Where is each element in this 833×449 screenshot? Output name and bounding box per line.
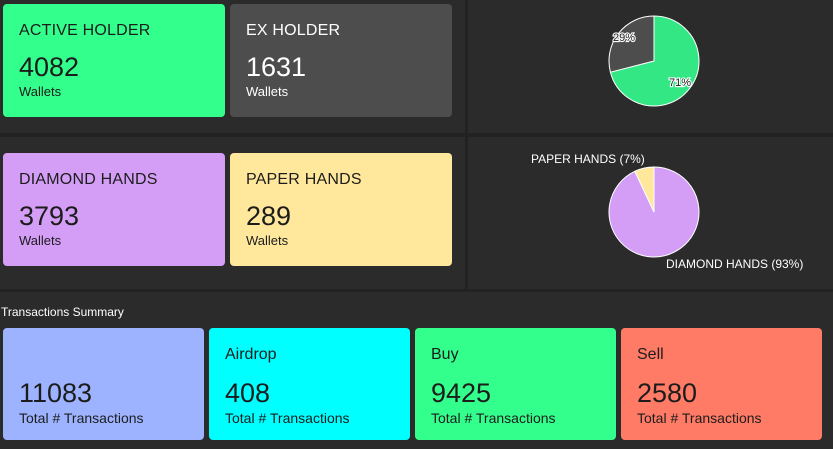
card-subtitle: Wallets <box>19 233 62 248</box>
hands-pie-chart: DIAMOND HANDS (93%) PAPER HANDS (7%) <box>531 152 803 271</box>
ex-holder-card: EX HOLDER 1631 Wallets <box>230 4 452 117</box>
card-value: 1631 <box>246 52 307 82</box>
card-value: 408 <box>225 378 271 408</box>
pie-label-active: 71% <box>669 77 691 89</box>
sell-card: Sell 2580 Total # Transactions <box>621 328 822 440</box>
card-title: DIAMOND HANDS <box>19 171 158 188</box>
card-subtitle: Total # Transactions <box>431 410 556 426</box>
card-value: 2580 <box>637 378 698 408</box>
card-value: 9425 <box>431 378 492 408</box>
buy-card: Buy 9425 Total # Transactions <box>415 328 616 440</box>
pie-label-diamond-hands: DIAMOND HANDS (93%) <box>666 257 803 271</box>
card-title: Sell <box>637 346 664 363</box>
pie-label-paper-hands: PAPER HANDS (7%) <box>531 152 645 166</box>
card-subtitle: Total # Transactions <box>637 410 762 426</box>
paper-hands-card: PAPER HANDS 289 Wallets <box>230 153 452 266</box>
card-title: Buy <box>431 346 459 363</box>
diamond-hands-card: DIAMOND HANDS 3793 Wallets <box>3 153 225 266</box>
card-subtitle: Total # Transactions <box>19 410 144 426</box>
card-value: 11083 <box>19 378 93 408</box>
pie-slice-active <box>609 15 700 107</box>
card-subtitle: Wallets <box>246 233 289 248</box>
pie-slice-ex <box>608 15 655 73</box>
pie-slice-paper-hands <box>634 166 655 213</box>
card-subtitle: Total # Transactions <box>225 410 350 426</box>
total-transactions-card: 11083 Total # Transactions <box>3 328 204 440</box>
card-value: 3793 <box>19 201 80 231</box>
card-value: 4082 <box>19 52 80 82</box>
card-title: Airdrop <box>225 346 277 363</box>
card-title: EX HOLDER <box>246 22 341 39</box>
holders-pie-chart: 71% 29% <box>608 15 700 107</box>
card-title: PAPER HANDS <box>246 171 362 188</box>
card-title <box>19 346 188 364</box>
card-subtitle: Wallets <box>19 84 62 99</box>
section-title: Transactions Summary <box>1 305 124 319</box>
card-value: 289 <box>246 201 292 231</box>
airdrop-card: Airdrop 408 Total # Transactions <box>209 328 410 440</box>
card-subtitle: Wallets <box>246 84 289 99</box>
pie-label-ex: 29% <box>613 32 635 44</box>
active-holder-card: ACTIVE HOLDER 4082 Wallets <box>3 4 225 117</box>
card-title: ACTIVE HOLDER <box>19 22 151 39</box>
